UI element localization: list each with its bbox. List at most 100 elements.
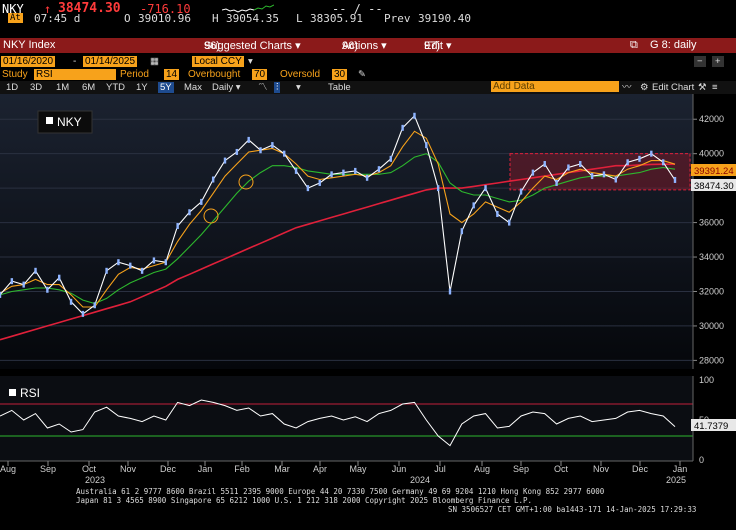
line-chart-icon[interactable]: 〽	[258, 82, 268, 93]
prev-value: 39190.40	[418, 12, 471, 25]
date-range-row: 01/16/2020 - 01/14/2025 ▦ Local CCY ▾ − …	[0, 55, 736, 68]
annotation-circle	[203, 208, 219, 224]
x-tick-label: Jan	[673, 464, 688, 474]
x-tick-label: Aug	[474, 464, 490, 474]
tools-icon[interactable]: ⚒	[698, 82, 707, 93]
candle	[413, 112, 416, 119]
period-max-button[interactable]: Max	[184, 82, 202, 93]
footer-contacts-line2: Japan 81 3 4565 8900 Singapore 65 6212 1…	[76, 496, 533, 505]
period-1y-button[interactable]: 1Y	[136, 82, 148, 93]
currency-select[interactable]: Local CCY	[192, 56, 244, 67]
candle	[496, 210, 499, 217]
actions-menu[interactable]: 96) Actions ▾	[338, 38, 387, 53]
candle	[176, 223, 179, 230]
line-tool-icon[interactable]: 〰	[622, 82, 632, 93]
period-field[interactable]: 14	[164, 69, 180, 80]
candle	[283, 150, 286, 157]
candle	[294, 167, 298, 174]
rsi-legend-swatch	[9, 389, 16, 396]
end-date-field[interactable]: 01/14/2025	[83, 56, 138, 67]
ma-price-tag-text: 39391.24	[694, 166, 734, 177]
period-ytd-button[interactable]: YTD	[106, 82, 125, 93]
security-name: NKY Index	[3, 39, 56, 51]
period-1d-button[interactable]: 1D	[6, 82, 19, 93]
add-data-input[interactable]: Add Data	[491, 81, 619, 92]
toolbar-row: 1D 3D 1M 6M YTD 1Y 5Y Max Daily ▾ 〽 ⫶ ▾ …	[0, 81, 736, 94]
y-tick-label: 30000	[699, 321, 724, 331]
candle	[354, 167, 357, 174]
period-5y-button[interactable]: 5Y	[158, 82, 174, 93]
calendar-icon[interactable]: ▦	[150, 56, 159, 67]
candle-chart-icon[interactable]: ⫶	[274, 82, 281, 93]
study-label: Study	[2, 69, 28, 80]
currency-dropdown-icon[interactable]: ▾	[248, 56, 253, 67]
candle	[377, 166, 381, 173]
candle	[164, 259, 167, 266]
menu-label: Suggested Charts ▾	[204, 40, 301, 52]
price-legend-label: NKY	[57, 115, 82, 129]
candle	[271, 142, 274, 149]
period-label: Period	[120, 69, 149, 80]
candle	[34, 267, 37, 274]
table-button[interactable]: Table	[328, 82, 351, 93]
overbought-field[interactable]: 70	[252, 69, 268, 80]
pencil-icon[interactable]: ✎	[358, 69, 366, 80]
ma-price-tag	[691, 164, 736, 176]
period-1m-button[interactable]: 1M	[56, 82, 70, 93]
ticker-bid-ask: -- / --	[332, 2, 383, 16]
rsi-last-tag-text: 41.7379	[694, 421, 728, 432]
price-series-3	[0, 163, 675, 341]
y-tick-label: 32000	[699, 286, 724, 296]
candle	[81, 310, 85, 317]
overbought-label: Overbought	[188, 69, 241, 80]
candle	[58, 274, 61, 281]
chart-type-icon[interactable]: ▾	[296, 82, 301, 93]
candle	[223, 157, 227, 164]
x-tick-label: Feb	[234, 464, 250, 474]
study-select[interactable]: RSI	[34, 69, 116, 80]
candle	[484, 185, 487, 192]
rsi-tick-label: 100	[699, 375, 714, 385]
x-year-label: 2023	[85, 475, 105, 485]
y-tick-label: 40000	[699, 149, 724, 159]
external-link-icon[interactable]: ⧉	[630, 39, 638, 51]
footer-session: SN 3506527 CET GMT+1:00 ba1443-171 14-Ja…	[448, 505, 697, 514]
candle	[140, 267, 144, 274]
x-tick-label: Sep	[40, 464, 56, 474]
candle	[579, 161, 582, 168]
price-series-2	[0, 153, 676, 305]
menu-label: Edit ▾	[424, 40, 452, 52]
candle	[472, 202, 475, 209]
rsi-panel	[0, 376, 693, 461]
x-tick-label: May	[349, 464, 367, 474]
annotation-circle	[238, 174, 254, 190]
candle	[247, 136, 250, 143]
candle	[152, 257, 156, 264]
settings-icon[interactable]: ⚙	[640, 82, 649, 93]
period-3d-button[interactable]: 3D	[30, 82, 43, 93]
open-label: O	[124, 12, 131, 25]
x-tick-label: Jan	[198, 464, 213, 474]
period-6m-button[interactable]: 6M	[82, 82, 96, 93]
x-tick-label: Oct	[82, 464, 97, 474]
chart-slot-label: G 8: daily	[650, 39, 697, 51]
candle	[365, 174, 369, 181]
start-date-field[interactable]: 01/16/2020	[1, 56, 56, 67]
price-chart[interactable]: 2800030000320003400036000380004000042000…	[0, 94, 736, 530]
candle	[211, 176, 215, 183]
edit-menu[interactable]: 97) Edit ▾	[420, 38, 452, 53]
frequency-select[interactable]: Daily ▾	[212, 82, 241, 93]
menu-icon[interactable]: ≡	[712, 82, 718, 93]
zoom-out-icon[interactable]: −	[694, 56, 706, 67]
sparkline-icon	[222, 4, 274, 13]
x-tick-label: Jul	[434, 464, 446, 474]
candle	[342, 169, 345, 176]
edit-chart-button[interactable]: Edit Chart	[652, 82, 695, 93]
menu-number: 96)	[342, 40, 358, 52]
oversold-field[interactable]: 30	[332, 69, 348, 80]
zoom-in-icon[interactable]: +	[712, 56, 724, 67]
x-tick-label: Jun	[392, 464, 407, 474]
suggested-charts-menu[interactable]: 96) Suggested Charts ▾	[200, 38, 301, 53]
candle	[448, 288, 452, 295]
candle	[567, 164, 570, 171]
